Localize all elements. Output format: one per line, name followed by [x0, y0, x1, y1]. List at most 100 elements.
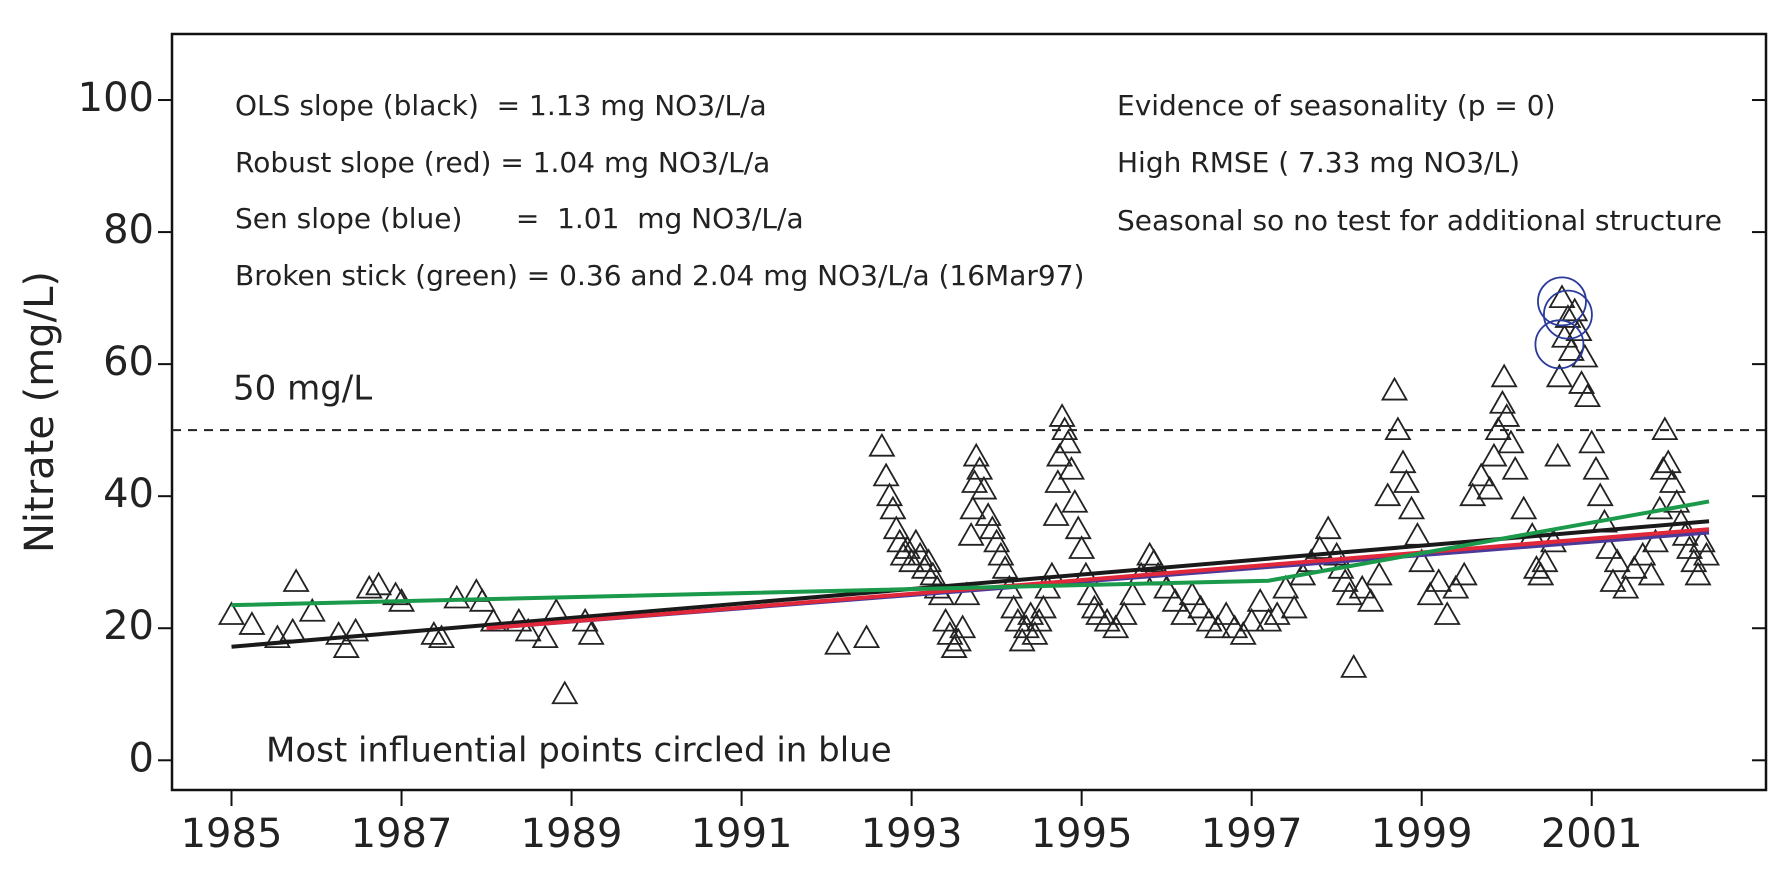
point	[1102, 614, 1130, 639]
point	[479, 607, 507, 632]
point	[824, 630, 852, 655]
y-tick-label: 0	[129, 735, 154, 781]
point	[342, 617, 370, 642]
point	[1204, 614, 1232, 639]
point	[1651, 416, 1679, 441]
x-tick-label: 1991	[691, 811, 793, 857]
point	[1331, 568, 1359, 592]
point	[1374, 482, 1402, 507]
point	[1161, 588, 1189, 612]
influence-circle	[1543, 289, 1593, 340]
point	[1565, 317, 1593, 342]
point	[1357, 588, 1385, 612]
point	[514, 617, 542, 642]
point	[1545, 363, 1573, 388]
influence-circle	[1534, 319, 1585, 370]
point	[1061, 488, 1089, 513]
x-tick-label: 1993	[861, 811, 963, 857]
point	[868, 432, 896, 457]
point	[1408, 548, 1436, 573]
y-tick-label: 40	[103, 471, 154, 517]
point	[1501, 455, 1529, 480]
reference-label: 50 mg/L	[233, 369, 372, 409]
point	[1004, 607, 1032, 632]
point	[1571, 343, 1599, 368]
point	[1599, 568, 1627, 592]
trend-line	[486, 527, 1710, 631]
point	[1658, 469, 1687, 493]
point	[1280, 594, 1308, 619]
x-tick-label: 1997	[1201, 811, 1303, 857]
point	[1467, 462, 1495, 487]
point	[1045, 442, 1074, 467]
point	[1527, 561, 1555, 586]
point	[1054, 429, 1082, 454]
point	[1497, 429, 1525, 454]
point	[1057, 455, 1085, 480]
point	[1654, 449, 1682, 474]
point	[1641, 528, 1670, 553]
point	[577, 621, 605, 645]
point	[1229, 621, 1257, 645]
point	[1000, 594, 1028, 619]
annotation: Evidence of seasonality (p = 0)	[1117, 89, 1556, 122]
point	[1080, 594, 1108, 619]
point	[1170, 601, 1198, 625]
point	[1048, 403, 1076, 427]
point	[1480, 442, 1508, 467]
x-tick-label: 1989	[521, 811, 623, 857]
point	[1425, 568, 1453, 592]
point	[1637, 561, 1665, 586]
point	[1012, 614, 1040, 639]
point	[962, 442, 990, 467]
point	[1403, 521, 1431, 546]
point	[1238, 607, 1266, 632]
point	[1389, 449, 1417, 474]
annotation: OLS slope (black) = 1.13 mg NO3/L/a	[235, 89, 767, 122]
point	[889, 541, 917, 566]
point	[853, 624, 881, 649]
point	[1510, 495, 1538, 520]
point	[382, 581, 410, 606]
point	[949, 614, 977, 639]
point	[1044, 469, 1072, 493]
point	[332, 634, 360, 658]
point	[427, 624, 456, 649]
point	[1085, 601, 1113, 625]
point	[1595, 535, 1623, 559]
point	[1384, 416, 1412, 441]
point	[1493, 403, 1521, 427]
y-tick-label: 100	[78, 75, 154, 121]
annotation: Most influential points circled in blue	[266, 731, 892, 771]
point	[420, 621, 448, 645]
point	[1178, 581, 1206, 606]
point	[906, 541, 934, 566]
point	[1119, 581, 1147, 606]
point	[1051, 416, 1079, 441]
point	[936, 621, 964, 645]
point	[1064, 515, 1092, 540]
point	[983, 528, 1011, 553]
point	[1557, 337, 1585, 361]
point	[1110, 601, 1138, 625]
point	[1272, 574, 1300, 599]
point	[1093, 607, 1121, 632]
point	[953, 581, 981, 606]
point	[978, 515, 1006, 540]
point	[1522, 554, 1551, 579]
x-tick-label: 1995	[1031, 811, 1133, 857]
annotation: Sen slope (blue) = 1.01 mg NO3/L/a	[235, 202, 804, 235]
point	[910, 554, 938, 579]
point	[879, 495, 907, 520]
y-tick-label: 60	[103, 339, 154, 385]
point	[1365, 561, 1393, 586]
point	[1490, 363, 1518, 388]
annotation: Robust slope (red) = 1.04 mg NO3/L/a	[235, 146, 770, 179]
point	[238, 611, 266, 635]
point	[1042, 502, 1070, 526]
point	[919, 561, 947, 586]
point	[1459, 482, 1487, 507]
point	[1255, 607, 1283, 632]
point	[902, 528, 930, 553]
point	[1450, 561, 1478, 586]
